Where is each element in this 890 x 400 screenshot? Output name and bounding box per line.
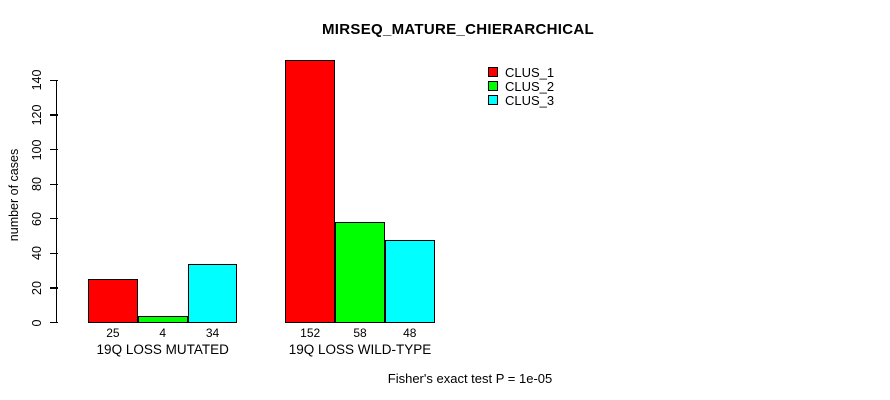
y-axis-tick-label: 120 — [30, 104, 44, 126]
y-axis-label: number of cases — [7, 148, 21, 242]
y-axis-tick — [50, 218, 58, 220]
bar-value-label: 4 — [159, 325, 167, 340]
y-axis-tick-label: 20 — [30, 280, 44, 295]
y-axis-tick — [50, 321, 58, 324]
y-axis-tick — [50, 79, 58, 82]
y-axis-tick-label: 60 — [30, 211, 44, 226]
bar-value-label: 25 — [106, 325, 120, 340]
legend-label-clus_3: CLUS_3 — [505, 92, 555, 108]
bar-value-label: 152 — [300, 325, 321, 340]
y-axis-tick-label: 100 — [30, 139, 44, 161]
bar-clus_3-group2 — [384, 239, 435, 324]
legend-swatch-clus_3 — [487, 94, 498, 105]
category-label: 19Q LOSS MUTATED — [96, 341, 229, 357]
bar-value-label: 58 — [353, 325, 367, 340]
y-axis-tick — [50, 149, 58, 151]
y-axis-tick — [50, 287, 58, 289]
bar-clus_2-group2 — [335, 222, 385, 324]
y-axis-line — [56, 80, 58, 324]
bar-clus_2-group1 — [137, 315, 188, 324]
y-axis-tick — [50, 252, 58, 254]
legend-label-clus_1: CLUS_1 — [505, 64, 555, 80]
footnote-text: Fisher's exact test P = 1e-05 — [387, 371, 553, 386]
y-axis-tick-label: 40 — [30, 246, 44, 261]
bar-clus_1-group1 — [88, 279, 138, 324]
y-axis-tick-label: 0 — [30, 319, 44, 326]
chart-title: MIRSEQ_MATURE_CHIERARCHICAL — [322, 21, 594, 38]
legend-swatch-clus_1 — [487, 66, 498, 77]
bar-value-label: 48 — [403, 325, 417, 340]
bar-value-label: 34 — [205, 325, 220, 340]
legend-label-clus_2: CLUS_2 — [505, 78, 555, 94]
y-axis-tick — [50, 114, 58, 116]
y-axis-tick-label: 80 — [30, 177, 44, 192]
category-label: 19Q LOSS WILD-TYPE — [288, 341, 432, 357]
y-axis-tick — [50, 183, 58, 185]
y-axis-tick-label: 140 — [30, 70, 44, 91]
legend-swatch-clus_2 — [487, 80, 498, 91]
bar-clus_3-group1 — [187, 263, 238, 324]
bar-clus_1-group2 — [285, 59, 336, 324]
